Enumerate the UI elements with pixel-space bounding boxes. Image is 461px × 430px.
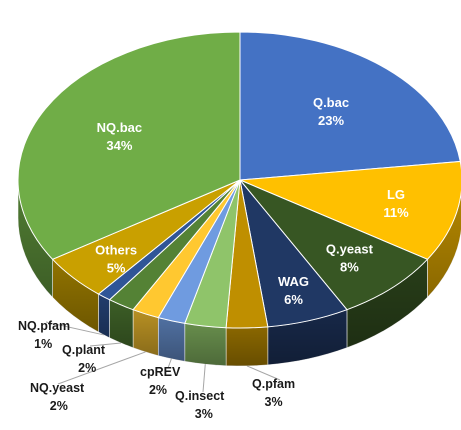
leader-lines [45, 321, 281, 393]
slice-side-shade-others [52, 259, 99, 333]
pie-sides [17, 179, 461, 367]
slice-side-shade-nq-bac [18, 180, 53, 298]
slice-q-bac [239, 31, 461, 181]
leader-line-q-plant [89, 342, 122, 347]
slice-side-shade-nq-pfam [98, 294, 110, 338]
slice-pct-q-pfam: 3% [265, 395, 283, 409]
slice-side-shade-wag [267, 309, 347, 365]
slice-pct-q-yeast: 8% [340, 260, 359, 275]
slice-pct-lg: 11% [383, 205, 409, 220]
slice-pct-cprev: 2% [149, 383, 167, 397]
slice-side-shade-q-yeast [346, 259, 428, 348]
slice-nq-bac [17, 31, 241, 260]
pie-top [17, 31, 461, 329]
slice-label-cprev: cpREV [140, 365, 181, 379]
slice-side-shade-q-insect [184, 323, 227, 366]
slice-q-yeast [239, 179, 429, 311]
slice-pct-q-bac: 23% [318, 113, 344, 128]
slice-label-nq-yeast: NQ.yeast [30, 381, 85, 395]
slice-pct-nq-yeast: 2% [50, 399, 68, 413]
slice-label-q-bac: Q.bac [313, 95, 349, 110]
slice-label-nq-pfam: NQ.pfam [18, 319, 70, 333]
slice-label-nq-bac: NQ.bac [97, 120, 143, 135]
slice-label-q-pfam: Q.pfam [252, 377, 295, 391]
leader-line-nq-pfam [45, 321, 105, 336]
leader-line-q-pfam [246, 365, 281, 381]
slice-pct-q-plant: 2% [78, 361, 96, 375]
leader-line-cprev [167, 358, 172, 369]
slice-label-q-yeast: Q.yeast [326, 242, 374, 257]
slice-label-lg: LG [387, 187, 405, 202]
slice-label-q-plant: Q.plant [62, 343, 106, 357]
slice-side-shade-q-plant [109, 299, 134, 348]
leader-line-q-insect [202, 364, 206, 393]
slice-pct-nq-pfam: 1% [34, 337, 52, 351]
slice-lg [239, 160, 461, 260]
slice-side-shade-nq-yeast [133, 309, 159, 356]
slice-side-shade-q-pfam [226, 326, 268, 366]
leader-line-nq-yeast [57, 351, 146, 385]
slice-label-others: Others [95, 242, 137, 257]
slice-labels: Q.bac 23% LG 11% Q.yeast 8% WAG 6% Q.pfam 3% Q.ins… [18, 95, 409, 421]
slice-pct-others: 5% [107, 260, 126, 275]
slice-pct-wag: 6% [284, 292, 303, 307]
slice-pct-nq-bac: 34% [106, 138, 132, 153]
slice-side-shade-cprev [158, 317, 185, 362]
slice-label-wag: WAG [278, 274, 309, 289]
slice-side-shade-lg [427, 193, 461, 298]
slice-label-q-insect: Q.insect [175, 389, 225, 403]
slice-pct-q-insect: 3% [195, 407, 213, 421]
